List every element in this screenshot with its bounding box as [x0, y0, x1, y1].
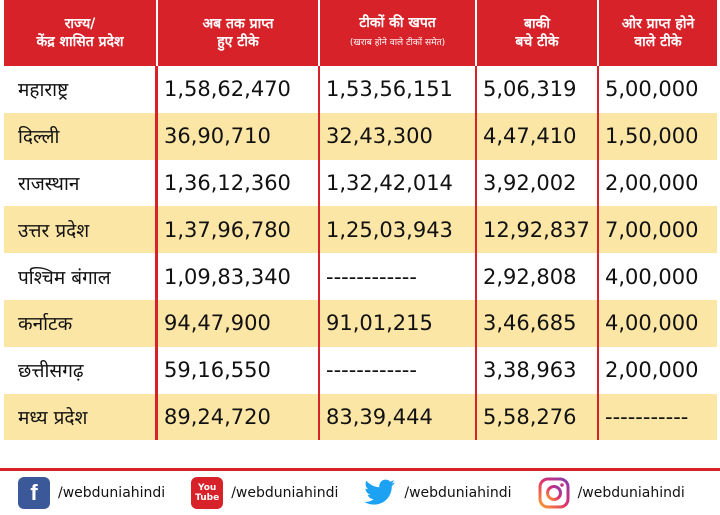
cell-state: राजस्थान	[4, 159, 158, 207]
header-received-line2: हुए टीके	[217, 34, 259, 50]
table-row: मध्य प्रदेश 89,24,720 83,39,444 5,58,276…	[4, 393, 717, 441]
cell-consumed: 1,25,03,943	[320, 206, 477, 254]
cell-received: 36,90,710	[158, 112, 320, 160]
cell-state: दिल्ली	[4, 112, 158, 160]
header-remaining-line2: बचे टीके	[515, 34, 559, 50]
cell-consumed: 1,53,56,151	[320, 66, 477, 113]
twitter-link[interactable]: /webduniahindi	[364, 477, 512, 509]
cell-upcoming: 5,00,000	[599, 66, 717, 113]
cell-state: मध्य प्रदेश	[4, 393, 158, 441]
cell-received: 1,36,12,360	[158, 159, 320, 207]
cell-remaining: 3,38,963	[477, 346, 599, 394]
header-state-line2: केंद्र शासित प्रदेश	[36, 34, 124, 50]
facebook-link[interactable]: f /webduniahindi	[18, 477, 165, 509]
cell-received: 59,16,550	[158, 346, 320, 394]
cell-remaining: 2,92,808	[477, 253, 599, 300]
cell-state: उत्तर प्रदेश	[4, 206, 158, 254]
cell-consumed: 91,01,215	[320, 299, 477, 347]
header-upcoming: ओर प्राप्त होने वाले टीके	[599, 0, 717, 66]
header-state: राज्य/ केंद्र शासित प्रदेश	[4, 0, 158, 66]
table-row: छत्तीसगढ़ 59,16,550 ------------ 3,38,96…	[4, 346, 717, 394]
cell-consumed: 83,39,444	[320, 393, 477, 441]
cell-state: छत्तीसगढ़	[4, 346, 158, 394]
header-state-line1: राज्य/	[64, 16, 96, 32]
cell-remaining: 12,92,837	[477, 206, 599, 254]
cell-upcoming: 1,50,000	[599, 112, 717, 160]
cell-upcoming: 4,00,000	[599, 299, 717, 347]
cell-remaining: 3,46,685	[477, 299, 599, 347]
cell-received: 1,58,62,470	[158, 66, 320, 113]
vaccine-table: राज्य/ केंद्र शासित प्रदेश अब तक प्राप्त…	[4, 0, 717, 441]
youtube-link[interactable]: You Tube /webduniahindi	[191, 477, 338, 509]
table-row: दिल्ली 36,90,710 32,43,300 4,47,410 1,50…	[4, 112, 717, 160]
cell-upcoming: 2,00,000	[599, 346, 717, 394]
instagram-icon	[537, 477, 570, 509]
cell-upcoming: 4,00,000	[599, 253, 717, 300]
cell-remaining: 5,06,319	[477, 66, 599, 113]
youtube-icon: You Tube	[191, 477, 224, 509]
header-upcoming-line1: ओर प्राप्त होने	[621, 16, 695, 32]
footer-divider	[0, 468, 720, 471]
table-row: पश्चिम बंगाल 1,09,83,340 ------------ 2,…	[4, 253, 717, 300]
cell-state: पश्चिम बंगाल	[4, 253, 158, 300]
header-received: अब तक प्राप्त हुए टीके	[158, 0, 320, 66]
cell-received: 1,37,96,780	[158, 206, 320, 254]
cell-upcoming: 2,00,000	[599, 159, 717, 207]
header-consumed-note: (खराब होने वाले टीकों समेत)	[349, 38, 446, 48]
vaccine-table-sheet: राज्य/ केंद्र शासित प्रदेश अब तक प्राप्त…	[4, 0, 717, 441]
cell-state: महाराष्ट्र	[4, 66, 158, 113]
cell-consumed: 1,32,42,014	[320, 159, 477, 207]
instagram-handle: /webduniahindi	[577, 485, 685, 501]
table-row: कर्नाटक 94,47,900 91,01,215 3,46,685 4,0…	[4, 299, 717, 347]
table-row: महाराष्ट्र 1,58,62,470 1,53,56,151 5,06,…	[4, 66, 717, 113]
cell-remaining: 3,92,002	[477, 159, 599, 207]
cell-consumed: 32,43,300	[320, 112, 477, 160]
cell-state: कर्नाटक	[4, 299, 158, 347]
header-consumed: टीकों की खपत (खराब होने वाले टीकों समेत)	[320, 0, 477, 66]
table-header-row: राज्य/ केंद्र शासित प्रदेश अब तक प्राप्त…	[4, 0, 717, 66]
twitter-handle: /webduniahindi	[404, 485, 512, 501]
header-remaining-line1: बाकी	[524, 16, 550, 32]
cell-upcoming: -----------	[599, 393, 717, 441]
header-remaining: बाकी बचे टीके	[477, 0, 599, 66]
cell-upcoming: 7,00,000	[599, 206, 717, 254]
cell-received: 89,24,720	[158, 393, 320, 441]
instagram-link[interactable]: /webduniahindi	[537, 477, 685, 509]
header-received-line1: अब तक प्राप्त	[202, 16, 274, 32]
cell-received: 1,09,83,340	[158, 253, 320, 300]
cell-consumed: ------------	[320, 346, 477, 394]
header-upcoming-line2: वाले टीके	[634, 34, 682, 50]
header-consumed-line1: टीकों की खपत	[359, 15, 436, 31]
social-footer: f /webduniahindi You Tube /webduniahindi…	[0, 471, 720, 515]
facebook-icon: f	[18, 477, 50, 509]
cell-consumed: ------------	[320, 253, 477, 300]
table-row: उत्तर प्रदेश 1,37,96,780 1,25,03,943 12,…	[4, 206, 717, 254]
table-row: राजस्थान 1,36,12,360 1,32,42,014 3,92,00…	[4, 159, 717, 207]
cell-received: 94,47,900	[158, 299, 320, 347]
cell-remaining: 5,58,276	[477, 393, 599, 441]
youtube-handle: /webduniahindi	[231, 485, 339, 501]
twitter-icon	[364, 477, 397, 509]
cell-remaining: 4,47,410	[477, 112, 599, 160]
facebook-handle: /webduniahindi	[58, 485, 166, 501]
